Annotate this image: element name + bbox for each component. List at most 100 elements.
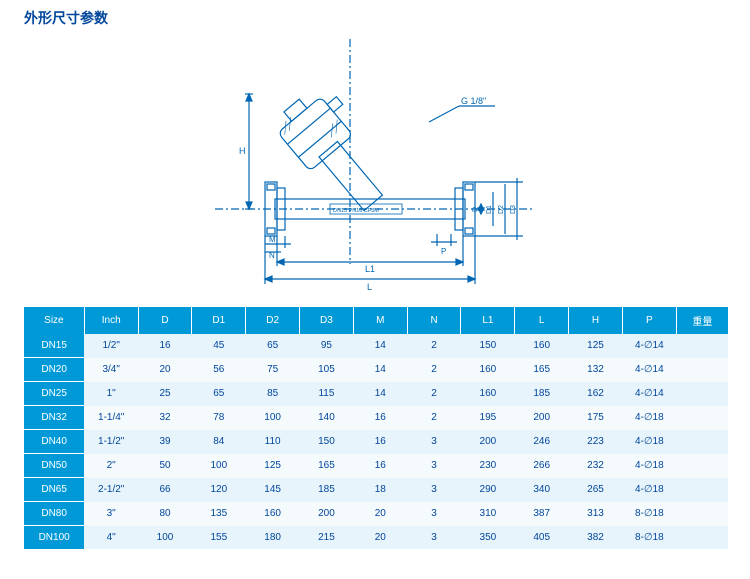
cell-h: 223 bbox=[569, 430, 623, 454]
cell-wt bbox=[676, 502, 728, 526]
cell-inch: 3" bbox=[84, 502, 138, 526]
cell-m: 14 bbox=[353, 358, 407, 382]
cell-size: DN40 bbox=[24, 430, 84, 454]
table-row: DN203/4"2056751051421601651324-∅14 bbox=[24, 358, 728, 382]
dim-d1: D1 bbox=[486, 205, 493, 214]
cell-l: 200 bbox=[515, 406, 569, 430]
valve-diagram: G 1/8" DN15 PN16 CF3M H L L1 M N P D D1 … bbox=[205, 34, 545, 294]
cell-l1: 230 bbox=[461, 454, 515, 478]
col-size: Size bbox=[24, 307, 84, 334]
cell-wt bbox=[676, 454, 728, 478]
cell-d2: 75 bbox=[246, 358, 300, 382]
cell-h: 125 bbox=[569, 334, 623, 358]
dim-p: P bbox=[441, 247, 446, 256]
port-thread-label: G 1/8" bbox=[461, 96, 486, 106]
cell-d: 20 bbox=[138, 358, 192, 382]
cell-d2: 85 bbox=[246, 382, 300, 406]
cell-l1: 150 bbox=[461, 334, 515, 358]
cell-size: DN65 bbox=[24, 478, 84, 502]
cell-l1: 200 bbox=[461, 430, 515, 454]
cell-p: 8-∅18 bbox=[622, 526, 676, 550]
cell-d2: 160 bbox=[246, 502, 300, 526]
col-d1: D1 bbox=[192, 307, 246, 334]
cell-inch: 1-1/2" bbox=[84, 430, 138, 454]
cell-h: 132 bbox=[569, 358, 623, 382]
cell-d3: 150 bbox=[300, 430, 354, 454]
cell-d1: 84 bbox=[192, 430, 246, 454]
cell-size: DN50 bbox=[24, 454, 84, 478]
cell-m: 14 bbox=[353, 334, 407, 358]
cell-l: 340 bbox=[515, 478, 569, 502]
cell-wt bbox=[676, 334, 728, 358]
dim-h: H bbox=[239, 146, 246, 156]
cell-size: DN80 bbox=[24, 502, 84, 526]
cell-d1: 56 bbox=[192, 358, 246, 382]
cell-m: 16 bbox=[353, 406, 407, 430]
table-row: DN502"501001251651632302662324-∅18 bbox=[24, 454, 728, 478]
cell-p: 4-∅14 bbox=[622, 382, 676, 406]
cell-d: 32 bbox=[138, 406, 192, 430]
dim-d3: D3 bbox=[510, 205, 517, 214]
table-row: DN251"2565851151421601851624-∅14 bbox=[24, 382, 728, 406]
diagram-container: G 1/8" DN15 PN16 CF3M H L L1 M N P D D1 … bbox=[24, 34, 726, 299]
col-m: M bbox=[353, 307, 407, 334]
cell-l1: 290 bbox=[461, 478, 515, 502]
col-inch: Inch bbox=[84, 307, 138, 334]
cell-l1: 310 bbox=[461, 502, 515, 526]
cell-n: 3 bbox=[407, 526, 461, 550]
cell-l: 165 bbox=[515, 358, 569, 382]
cell-d3: 185 bbox=[300, 478, 354, 502]
dimensions-table: Size Inch D D1 D2 D3 M N L1 L H P 重量 DN1… bbox=[24, 307, 728, 549]
cell-n: 2 bbox=[407, 406, 461, 430]
cell-size: DN15 bbox=[24, 334, 84, 358]
cell-d3: 165 bbox=[300, 454, 354, 478]
cell-l1: 350 bbox=[461, 526, 515, 550]
cell-m: 18 bbox=[353, 478, 407, 502]
cell-d3: 200 bbox=[300, 502, 354, 526]
cell-d1: 45 bbox=[192, 334, 246, 358]
dim-m: M bbox=[269, 235, 276, 244]
cell-inch: 2-1/2" bbox=[84, 478, 138, 502]
dim-d2: D2 bbox=[498, 205, 505, 214]
cell-h: 232 bbox=[569, 454, 623, 478]
cell-m: 20 bbox=[353, 526, 407, 550]
cell-l1: 160 bbox=[461, 382, 515, 406]
cell-inch: 4" bbox=[84, 526, 138, 550]
cell-d: 50 bbox=[138, 454, 192, 478]
cell-d1: 65 bbox=[192, 382, 246, 406]
cell-inch: 1/2" bbox=[84, 334, 138, 358]
cell-n: 2 bbox=[407, 358, 461, 382]
col-d2: D2 bbox=[246, 307, 300, 334]
page-title: 外形尺寸参数 bbox=[24, 8, 726, 28]
cell-d2: 100 bbox=[246, 406, 300, 430]
cell-h: 313 bbox=[569, 502, 623, 526]
cell-n: 3 bbox=[407, 430, 461, 454]
cell-m: 20 bbox=[353, 502, 407, 526]
cell-d2: 110 bbox=[246, 430, 300, 454]
cell-d3: 95 bbox=[300, 334, 354, 358]
cell-h: 382 bbox=[569, 526, 623, 550]
cell-wt bbox=[676, 478, 728, 502]
cell-inch: 1" bbox=[84, 382, 138, 406]
cell-h: 265 bbox=[569, 478, 623, 502]
dim-n: N bbox=[269, 251, 275, 260]
cell-n: 2 bbox=[407, 334, 461, 358]
cell-p: 4-∅14 bbox=[622, 334, 676, 358]
cell-wt bbox=[676, 358, 728, 382]
cell-m: 16 bbox=[353, 454, 407, 478]
cell-p: 4-∅18 bbox=[622, 430, 676, 454]
table-row: DN1004"1001551802152033504053828-∅18 bbox=[24, 526, 728, 550]
cell-m: 14 bbox=[353, 382, 407, 406]
cell-d: 39 bbox=[138, 430, 192, 454]
cell-size: DN25 bbox=[24, 382, 84, 406]
cell-d: 66 bbox=[138, 478, 192, 502]
col-l: L bbox=[515, 307, 569, 334]
cell-d1: 135 bbox=[192, 502, 246, 526]
cell-l: 246 bbox=[515, 430, 569, 454]
cell-size: DN100 bbox=[24, 526, 84, 550]
cell-size: DN20 bbox=[24, 358, 84, 382]
table-header-row: Size Inch D D1 D2 D3 M N L1 L H P 重量 bbox=[24, 307, 728, 334]
col-weight: 重量 bbox=[676, 307, 728, 334]
cell-l1: 195 bbox=[461, 406, 515, 430]
cell-l1: 160 bbox=[461, 358, 515, 382]
